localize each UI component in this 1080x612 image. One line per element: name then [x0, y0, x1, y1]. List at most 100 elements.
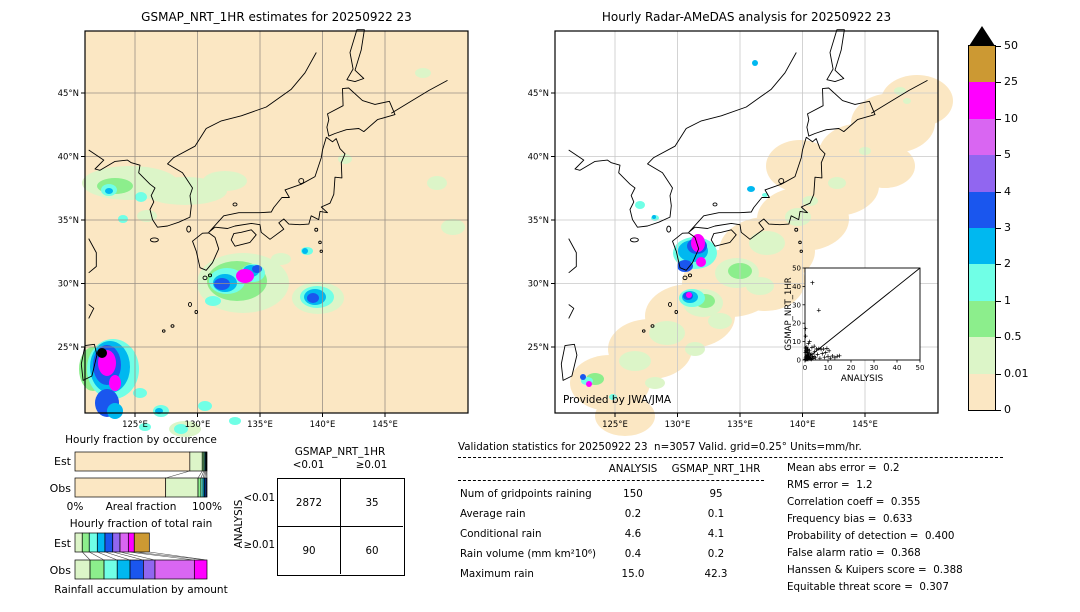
colorbar-tick: [996, 46, 1001, 47]
rain-blob: [415, 68, 431, 78]
y-tick-label: 35°N: [528, 216, 549, 226]
stat-gsmap-value: 95: [709, 488, 723, 500]
colorbar-cell: [969, 264, 995, 301]
colorbar-cell: [969, 82, 995, 119]
rain-blob: [855, 144, 915, 188]
inset-x-tick-label: 0: [803, 364, 807, 372]
coastline: [192, 232, 220, 271]
coastline: [560, 343, 578, 381]
stat-analysis-value: 0.2: [624, 508, 642, 520]
rain-blob: [174, 424, 188, 434]
coastline: [88, 52, 317, 228]
metric-line: Probability of detection = 0.400: [787, 530, 955, 542]
rain-blob: [708, 313, 732, 329]
rain-blob: [307, 293, 319, 303]
island: [798, 240, 802, 245]
colorbar-label: 10: [1004, 111, 1018, 125]
colorbar-label: 50: [1004, 39, 1018, 52]
scatter-points: [803, 280, 842, 362]
stat-row-label: Num of gridpoints raining: [460, 488, 592, 500]
inset-y-tick-label: 10: [792, 338, 801, 346]
y-tick-label: 40°N: [528, 153, 549, 163]
occurrence-est-label: Est: [54, 455, 72, 468]
bar-segment: [205, 451, 208, 472]
metric-line: Correlation coeff = 0.355: [787, 496, 921, 508]
occurrence-axis-label: Areal fraction: [106, 501, 177, 513]
coastline: [230, 229, 257, 247]
connector-line: [112, 551, 144, 561]
coastline: [710, 229, 737, 247]
inset-x-tick-label: 10: [824, 364, 833, 372]
rain-blob: [580, 374, 586, 380]
rain-blob: [302, 248, 308, 254]
connector-line: [97, 551, 118, 561]
island: [674, 310, 678, 315]
colorbar-cell: [969, 300, 995, 338]
colorbar: 50 25 10 5 4 3 2 1 0.5 0.01 0: [968, 26, 1078, 426]
rain-blob: [749, 231, 785, 255]
occurrence-axis-100: 100%: [192, 501, 222, 513]
coastline: [326, 87, 396, 137]
x-tick-label: 140°E: [790, 420, 816, 430]
coastline: [391, 80, 448, 114]
stat-analysis-value: 4.6: [624, 528, 642, 540]
rain-blob: [236, 269, 254, 283]
bar-segment: [104, 532, 114, 553]
rain-blob: [903, 98, 911, 104]
x-tick-label: 125°E: [602, 420, 628, 430]
connector-line: [134, 551, 208, 561]
rain-blob: [441, 219, 465, 235]
totalrain-axis-label: Rainfall accumulation by amount: [54, 584, 227, 596]
rain-blob: [645, 377, 665, 389]
stat-row-label: Maximum rain: [460, 568, 534, 580]
bar-segment: [89, 559, 105, 580]
rain-blob: [752, 60, 758, 66]
rain-blob: [746, 277, 774, 295]
colorbar-cell: [969, 191, 995, 228]
colorbar-cell: [969, 373, 995, 410]
x-tick-label: 130°E: [185, 420, 211, 430]
island: [170, 324, 175, 328]
rain-blob: [198, 401, 212, 411]
bar-segment: [133, 532, 150, 553]
coastline: [568, 238, 577, 274]
connector-line: [200, 470, 205, 479]
left-map-title: GSMAP_NRT_1HR estimates for 20250922 23: [141, 10, 412, 24]
colorbar-cell: [969, 337, 995, 374]
bar-segment: [88, 532, 98, 553]
right-map-title: Hourly Radar-AMeDAS analysis for 2025092…: [601, 10, 892, 24]
coastline: [871, 80, 928, 114]
coastlines: [80, 29, 448, 381]
validation-col-analysis: ANALYSIS: [608, 463, 658, 475]
colorbar-tick: [996, 373, 1001, 375]
stat-row-label: Rain volume (mm km²10⁶): [460, 548, 597, 560]
rain-blob: [635, 201, 645, 209]
bar-segment: [189, 451, 203, 472]
island: [202, 275, 208, 281]
inset-x-tick-label: 20: [847, 364, 856, 372]
rain-blob: [427, 176, 447, 190]
bar-segment: [165, 477, 199, 498]
island: [207, 273, 213, 278]
validation-table: Num of gridpoints raining 150 95 Average ra…: [458, 440, 778, 600]
x-tick-label: 130°E: [665, 420, 691, 430]
island: [298, 178, 305, 184]
bar-segment: [127, 532, 135, 553]
colorbar-label: 0.5: [1004, 330, 1022, 344]
y-tick-label: 45°N: [58, 89, 79, 99]
contingency-title: GSMAP_NRT_1HR: [294, 446, 386, 458]
stat-row-label: Average rain: [460, 508, 526, 520]
island: [629, 237, 639, 243]
y-tick-label: 25°N: [528, 343, 549, 353]
bar-segment: [96, 532, 106, 553]
colorbar-label: 3: [1004, 221, 1011, 234]
rain-blob: [271, 253, 291, 265]
colorbar-tick: [996, 228, 1001, 229]
connector-line: [204, 470, 206, 479]
coastline: [568, 52, 797, 228]
x-tick-label: 145°E: [372, 420, 398, 430]
bar-segment: [143, 559, 156, 580]
stat-gsmap-value: 0.2: [707, 548, 725, 560]
rain-blob: [203, 171, 247, 191]
stat-gsmap-value: 42.3: [704, 568, 728, 580]
